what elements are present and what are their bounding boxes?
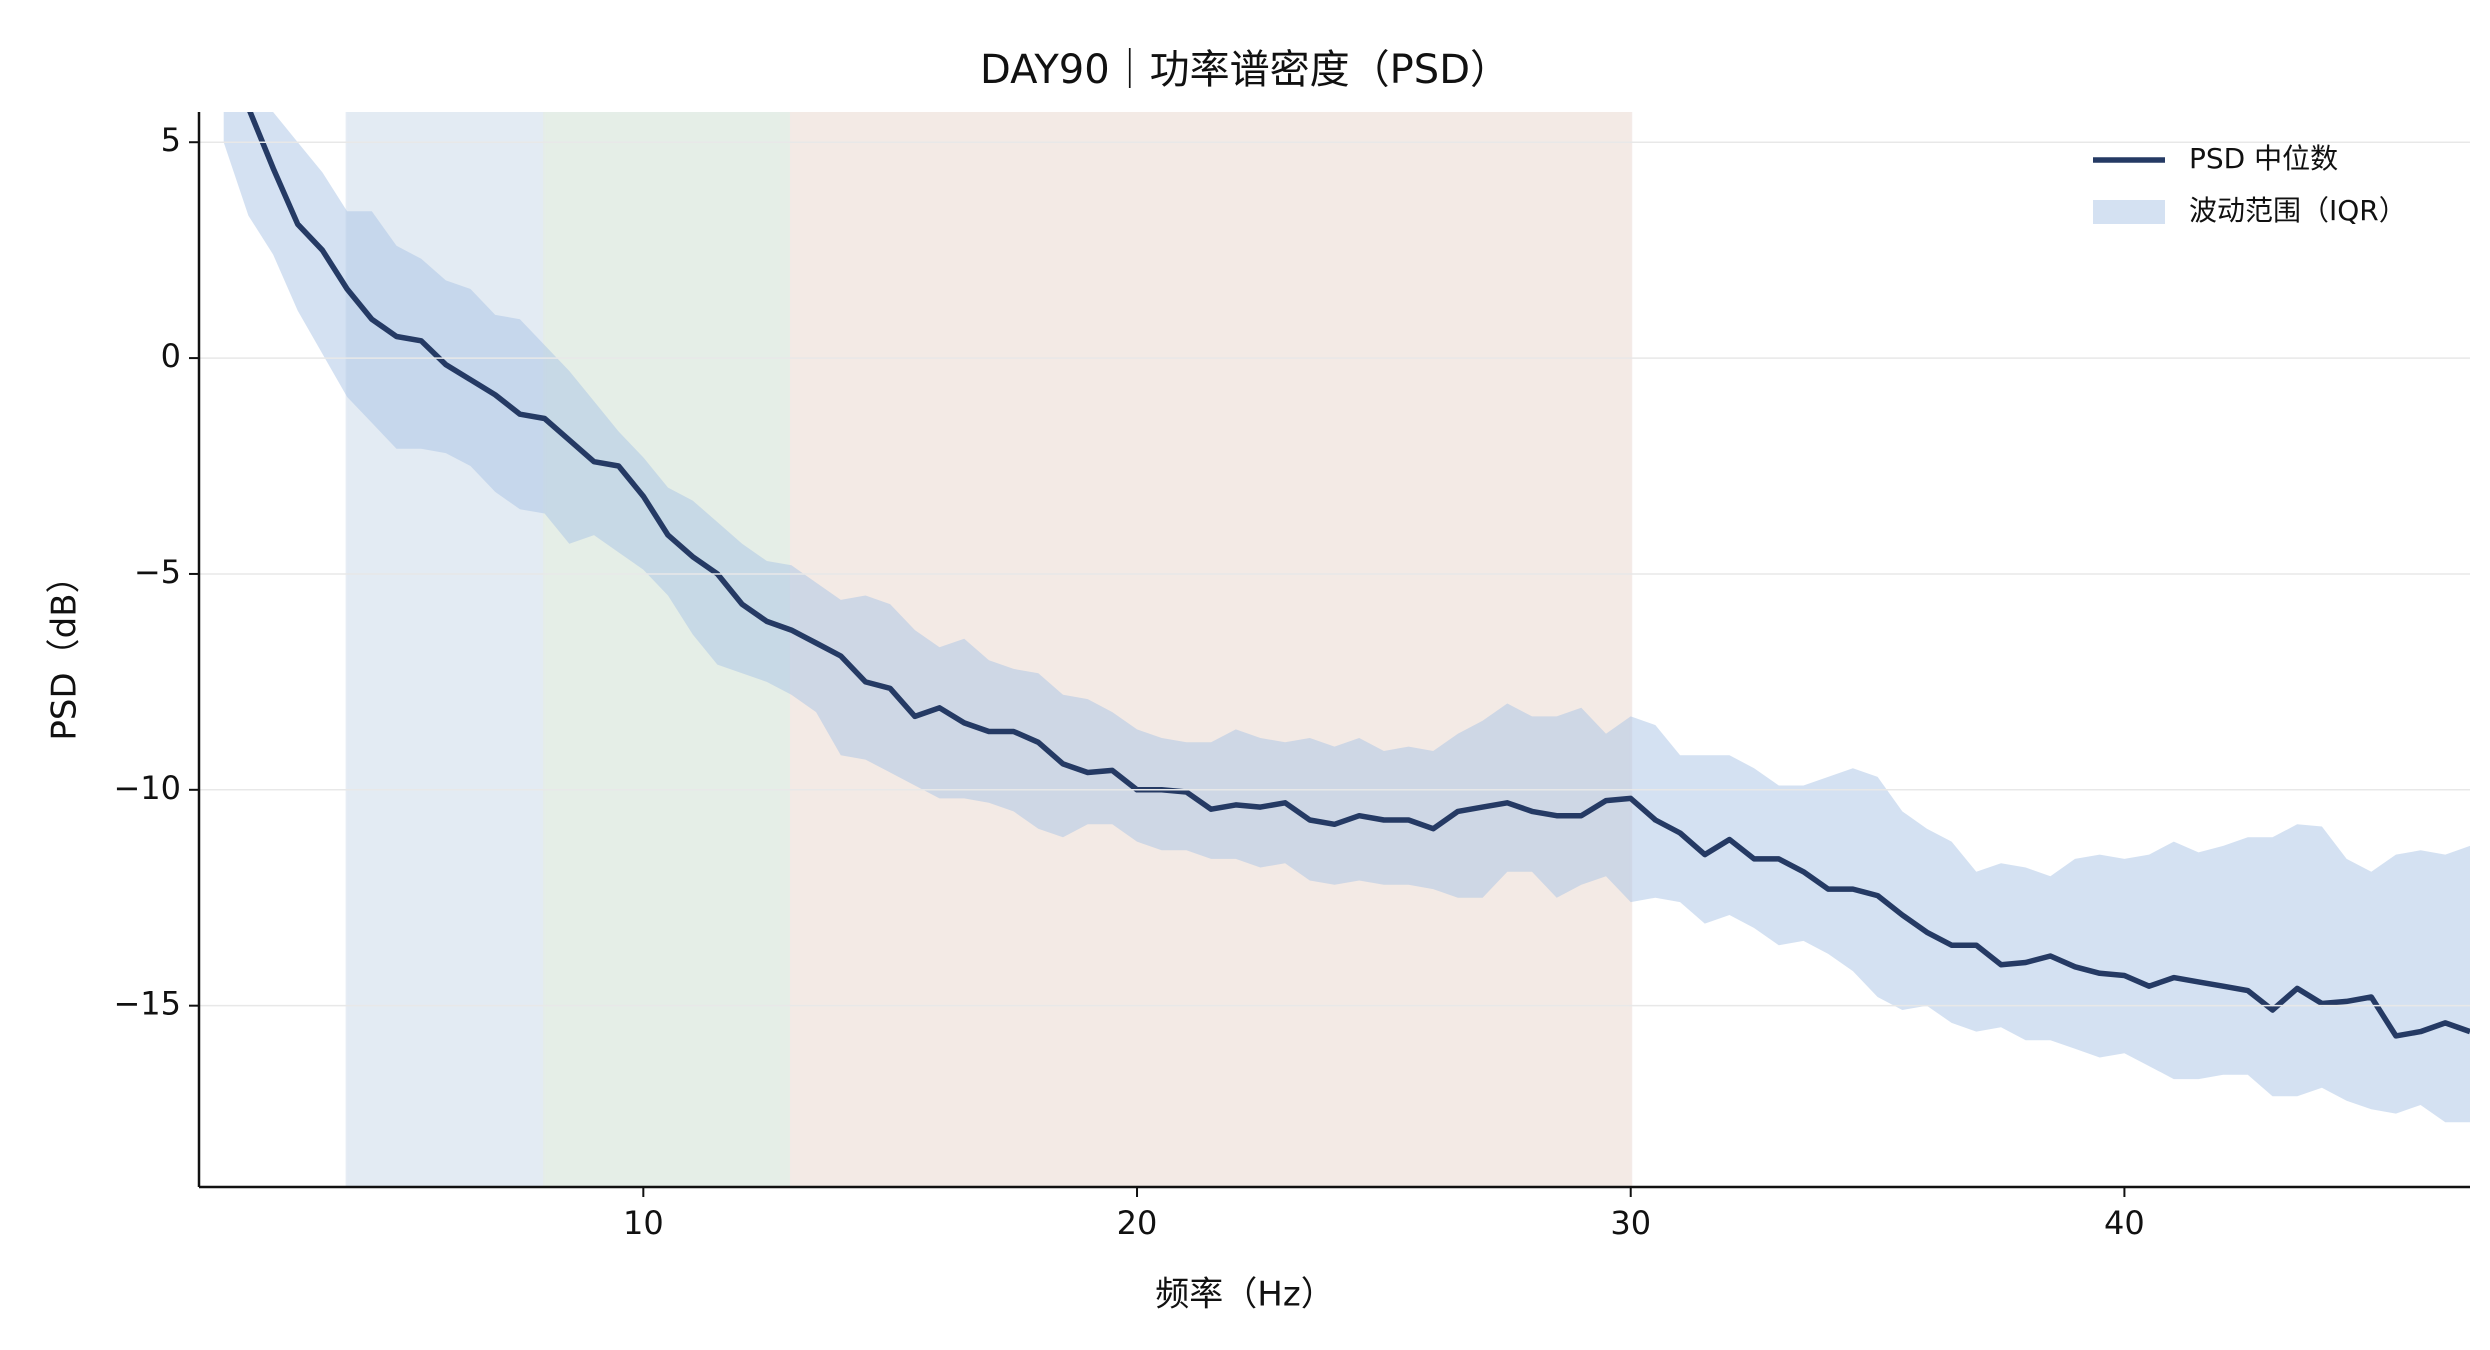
y-tick-label: 0 [161,337,181,375]
legend-label: PSD 中位数 [2189,142,2338,175]
plot-area [223,112,2470,1187]
legend-label: 波动范围（IQR） [2189,194,2407,227]
iqr-band [223,112,2470,1123]
x-axis-label: 频率（Hz） [1155,1275,1334,1315]
x-tick-label: 10 [623,1204,664,1242]
x-tick-label: 30 [1610,1204,1651,1242]
x-tick-label: 20 [1117,1204,1158,1242]
chart-title: DAY90｜功率谱密度（PSD） [980,47,1510,93]
y-tick-label: −5 [134,553,181,591]
median-line [247,112,2470,1039]
y-tick-label: 5 [161,121,181,159]
y-tick-label: −15 [113,985,181,1023]
y-tick-label: −10 [113,769,181,807]
legend-swatch [2093,200,2165,224]
y-axis-label: PSD（dB） [45,559,85,740]
x-tick-label: 40 [2104,1204,2145,1242]
